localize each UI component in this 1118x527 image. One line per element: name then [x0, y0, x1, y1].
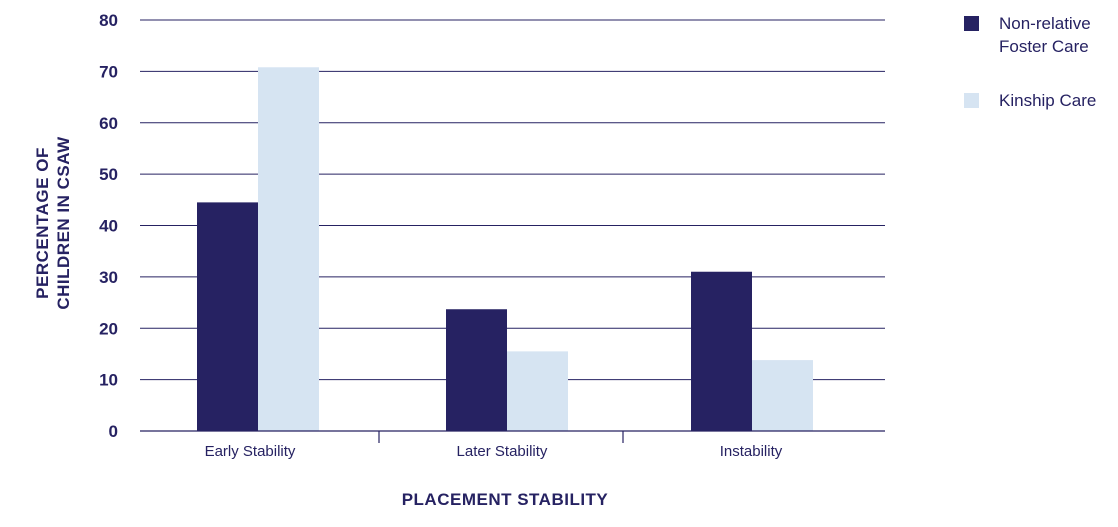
x-tick-label-instability: Instability — [720, 443, 783, 460]
legend-label-non-relative-foster-care-line-2: Foster Care — [999, 37, 1089, 56]
legend-swatch-non-relative-foster-care — [964, 16, 979, 31]
x-axis-title: PLACEMENT STABILITY — [402, 490, 609, 509]
y-tick-label-20: 20 — [99, 319, 118, 338]
legend-label-kinship-care-line-1: Kinship Care — [999, 91, 1096, 110]
bar-later-stability-kinship-care — [507, 351, 568, 431]
y-tick-label-60: 60 — [99, 114, 118, 133]
bar-early-stability-kinship-care — [258, 67, 319, 431]
x-tick-label-early-stability: Early Stability — [205, 443, 296, 460]
y-axis-ticks: 0 10 20 30 40 50 60 70 80 — [99, 11, 118, 441]
y-tick-label-80: 80 — [99, 11, 118, 30]
y-tick-label-30: 30 — [99, 268, 118, 287]
y-axis-title: PERCENTAGE OF CHILDREN IN CSAW — [33, 136, 73, 310]
x-tick-label-later-stability: Later Stability — [457, 443, 548, 460]
y-tick-label-50: 50 — [99, 165, 118, 184]
y-axis-title-line-1: PERCENTAGE OF — [33, 147, 52, 299]
y-tick-label-70: 70 — [99, 62, 118, 81]
bar-instability-kinship-care — [752, 360, 813, 431]
legend-label-non-relative-foster-care-line-1: Non-relative — [999, 14, 1091, 33]
y-tick-label-0: 0 — [109, 422, 118, 441]
bars — [197, 67, 813, 431]
y-tick-label-10: 10 — [99, 371, 118, 390]
bar-instability-non-relative-foster-care — [691, 271, 752, 431]
bar-early-stability-non-relative-foster-care — [197, 202, 258, 431]
legend: Non-relative Foster Care Kinship Care — [964, 14, 1096, 110]
y-axis-title-line-2: CHILDREN IN CSAW — [54, 136, 73, 310]
legend-swatch-kinship-care — [964, 93, 979, 108]
bar-later-stability-non-relative-foster-care — [446, 309, 507, 431]
x-axis: Early Stability Later Stability Instabilit… — [140, 430, 885, 460]
y-tick-label-40: 40 — [99, 217, 118, 236]
